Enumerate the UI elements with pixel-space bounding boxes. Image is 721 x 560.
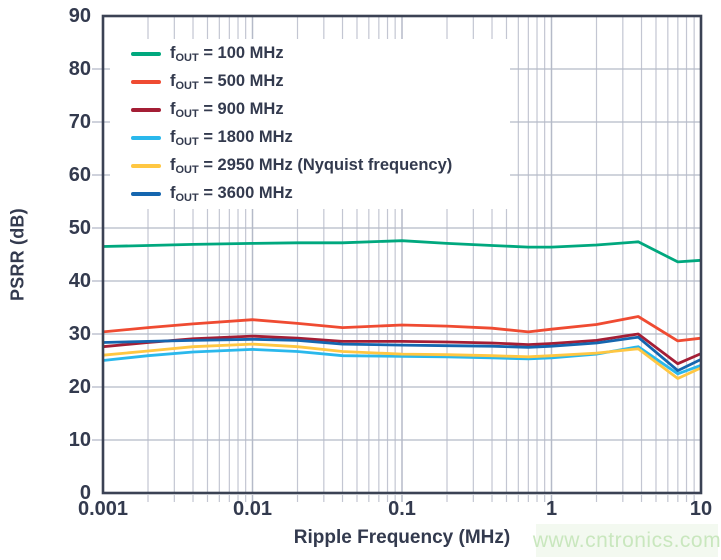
legend-item-2: fOUT = 900 MHz xyxy=(110,97,510,123)
y-tick-label: 30 xyxy=(68,323,91,345)
legend-label: fOUT = 1800 MHz xyxy=(170,128,293,148)
series-line-2 xyxy=(102,332,702,366)
legend: fOUT = 100 MHz fOUT = 500 MHz fOUT = 900 M… xyxy=(110,39,510,209)
legend-swatch-icon xyxy=(131,108,161,112)
y-tick-label: 60 xyxy=(68,164,91,186)
y-tick-label: 80 xyxy=(68,58,91,80)
y-axis-title: PSRR (dB) xyxy=(7,208,28,301)
x-tick-label: 0.01 xyxy=(233,498,272,520)
legend-label: fOUT = 2950 MHz (Nyquist frequency) xyxy=(170,156,453,176)
x-tick-label: 10 xyxy=(689,498,713,520)
y-tick-label: 0 xyxy=(79,482,91,504)
legend-swatch-icon xyxy=(131,164,161,168)
x-tick-label: 0.001 xyxy=(77,498,129,520)
series-line-1 xyxy=(102,315,702,343)
legend-swatch-icon xyxy=(131,136,161,140)
x-tick-label: 0.1 xyxy=(388,498,416,520)
y-tick-label: 70 xyxy=(68,111,91,133)
y-tick-label: 20 xyxy=(68,376,91,398)
legend-swatch-icon xyxy=(131,52,161,56)
x-tick-label: 1 xyxy=(545,498,558,520)
y-tick-label: 50 xyxy=(68,217,91,239)
legend-label: fOUT = 900 MHz xyxy=(170,100,284,120)
y-tick-label: 10 xyxy=(68,429,91,451)
legend-item-1: fOUT = 500 MHz xyxy=(110,69,510,95)
y-tick-label: 40 xyxy=(68,270,91,292)
watermark: www.cntronics.com xyxy=(533,524,721,557)
legend-item-4: fOUT = 2950 MHz (Nyquist frequency) xyxy=(110,153,510,179)
legend-item-5: fOUT = 3600 MHz xyxy=(110,181,510,207)
y-tick-label: 90 xyxy=(68,5,91,27)
legend-swatch-icon xyxy=(131,80,161,84)
legend-label: fOUT = 100 MHz xyxy=(170,44,284,64)
legend-label: fOUT = 500 MHz xyxy=(170,72,284,92)
series-line-5 xyxy=(102,335,702,373)
series-line-4 xyxy=(102,342,702,380)
legend-item-0: fOUT = 100 MHz xyxy=(110,41,510,67)
series-line-0 xyxy=(102,239,702,264)
legend-item-3: fOUT = 1800 MHz xyxy=(110,125,510,151)
legend-label: fOUT = 3600 MHz xyxy=(170,184,293,204)
x-axis-title: Ripple Frequency (MHz) xyxy=(293,527,511,548)
legend-swatch-icon xyxy=(131,192,161,196)
plot-border xyxy=(101,14,703,495)
